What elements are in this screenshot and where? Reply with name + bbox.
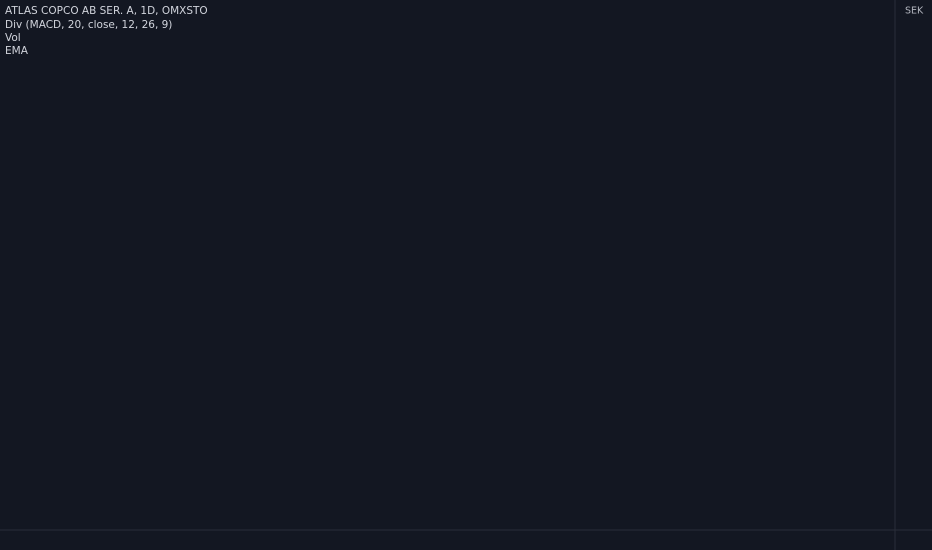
symbol-title: ATLAS COPCO AB SER. A, 1D, OMXSTO [5, 5, 208, 17]
indicator-label: Vol [5, 32, 21, 44]
currency-label: SEK [905, 6, 924, 17]
indicator-label: EMA [5, 45, 29, 57]
legend: ATLAS COPCO AB SER. A, 1D, OMXSTO Div (M… [5, 5, 208, 57]
indicator-label: Div (MACD, 20, close, 12, 26, 9) [5, 19, 172, 31]
